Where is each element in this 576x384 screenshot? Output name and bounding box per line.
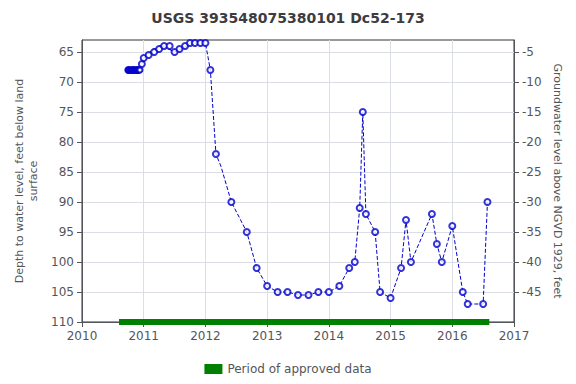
svg-text:2017: 2017	[499, 329, 530, 343]
svg-text:-15: -15	[522, 105, 542, 119]
svg-text:2015: 2015	[375, 329, 406, 343]
svg-text:-25: -25	[522, 165, 542, 179]
svg-text:100: 100	[51, 255, 74, 269]
svg-text:2010: 2010	[67, 329, 98, 343]
svg-text:-5: -5	[522, 45, 534, 59]
svg-text:USGS 393548075380101 Dc52-173: USGS 393548075380101 Dc52-173	[151, 10, 424, 26]
svg-text:-45: -45	[522, 285, 542, 299]
svg-text:105: 105	[51, 285, 74, 299]
svg-text:Period of approved data: Period of approved data	[227, 362, 371, 376]
svg-text:-35: -35	[522, 225, 542, 239]
svg-text:75: 75	[59, 105, 74, 119]
svg-text:70: 70	[59, 75, 74, 89]
svg-text:2013: 2013	[252, 329, 283, 343]
svg-text:-30: -30	[522, 195, 542, 209]
svg-text:2012: 2012	[190, 329, 221, 343]
svg-text:110: 110	[51, 315, 74, 329]
svg-text:90: 90	[59, 195, 74, 209]
svg-text:Depth to water level, feet bel: Depth to water level, feet below land	[13, 79, 26, 284]
svg-text:Groundwater level above NGVD 1: Groundwater level above NGVD 1929, feet	[551, 63, 564, 299]
svg-text:2016: 2016	[437, 329, 468, 343]
svg-text:surface: surface	[27, 160, 40, 201]
svg-text:2014: 2014	[314, 329, 345, 343]
svg-text:-40: -40	[522, 255, 542, 269]
svg-text:85: 85	[59, 165, 74, 179]
svg-text:65: 65	[59, 45, 74, 59]
svg-text:95: 95	[59, 225, 74, 239]
svg-text:80: 80	[59, 135, 74, 149]
svg-text:-20: -20	[522, 135, 542, 149]
svg-text:-10: -10	[522, 75, 542, 89]
svg-text:2011: 2011	[128, 329, 159, 343]
